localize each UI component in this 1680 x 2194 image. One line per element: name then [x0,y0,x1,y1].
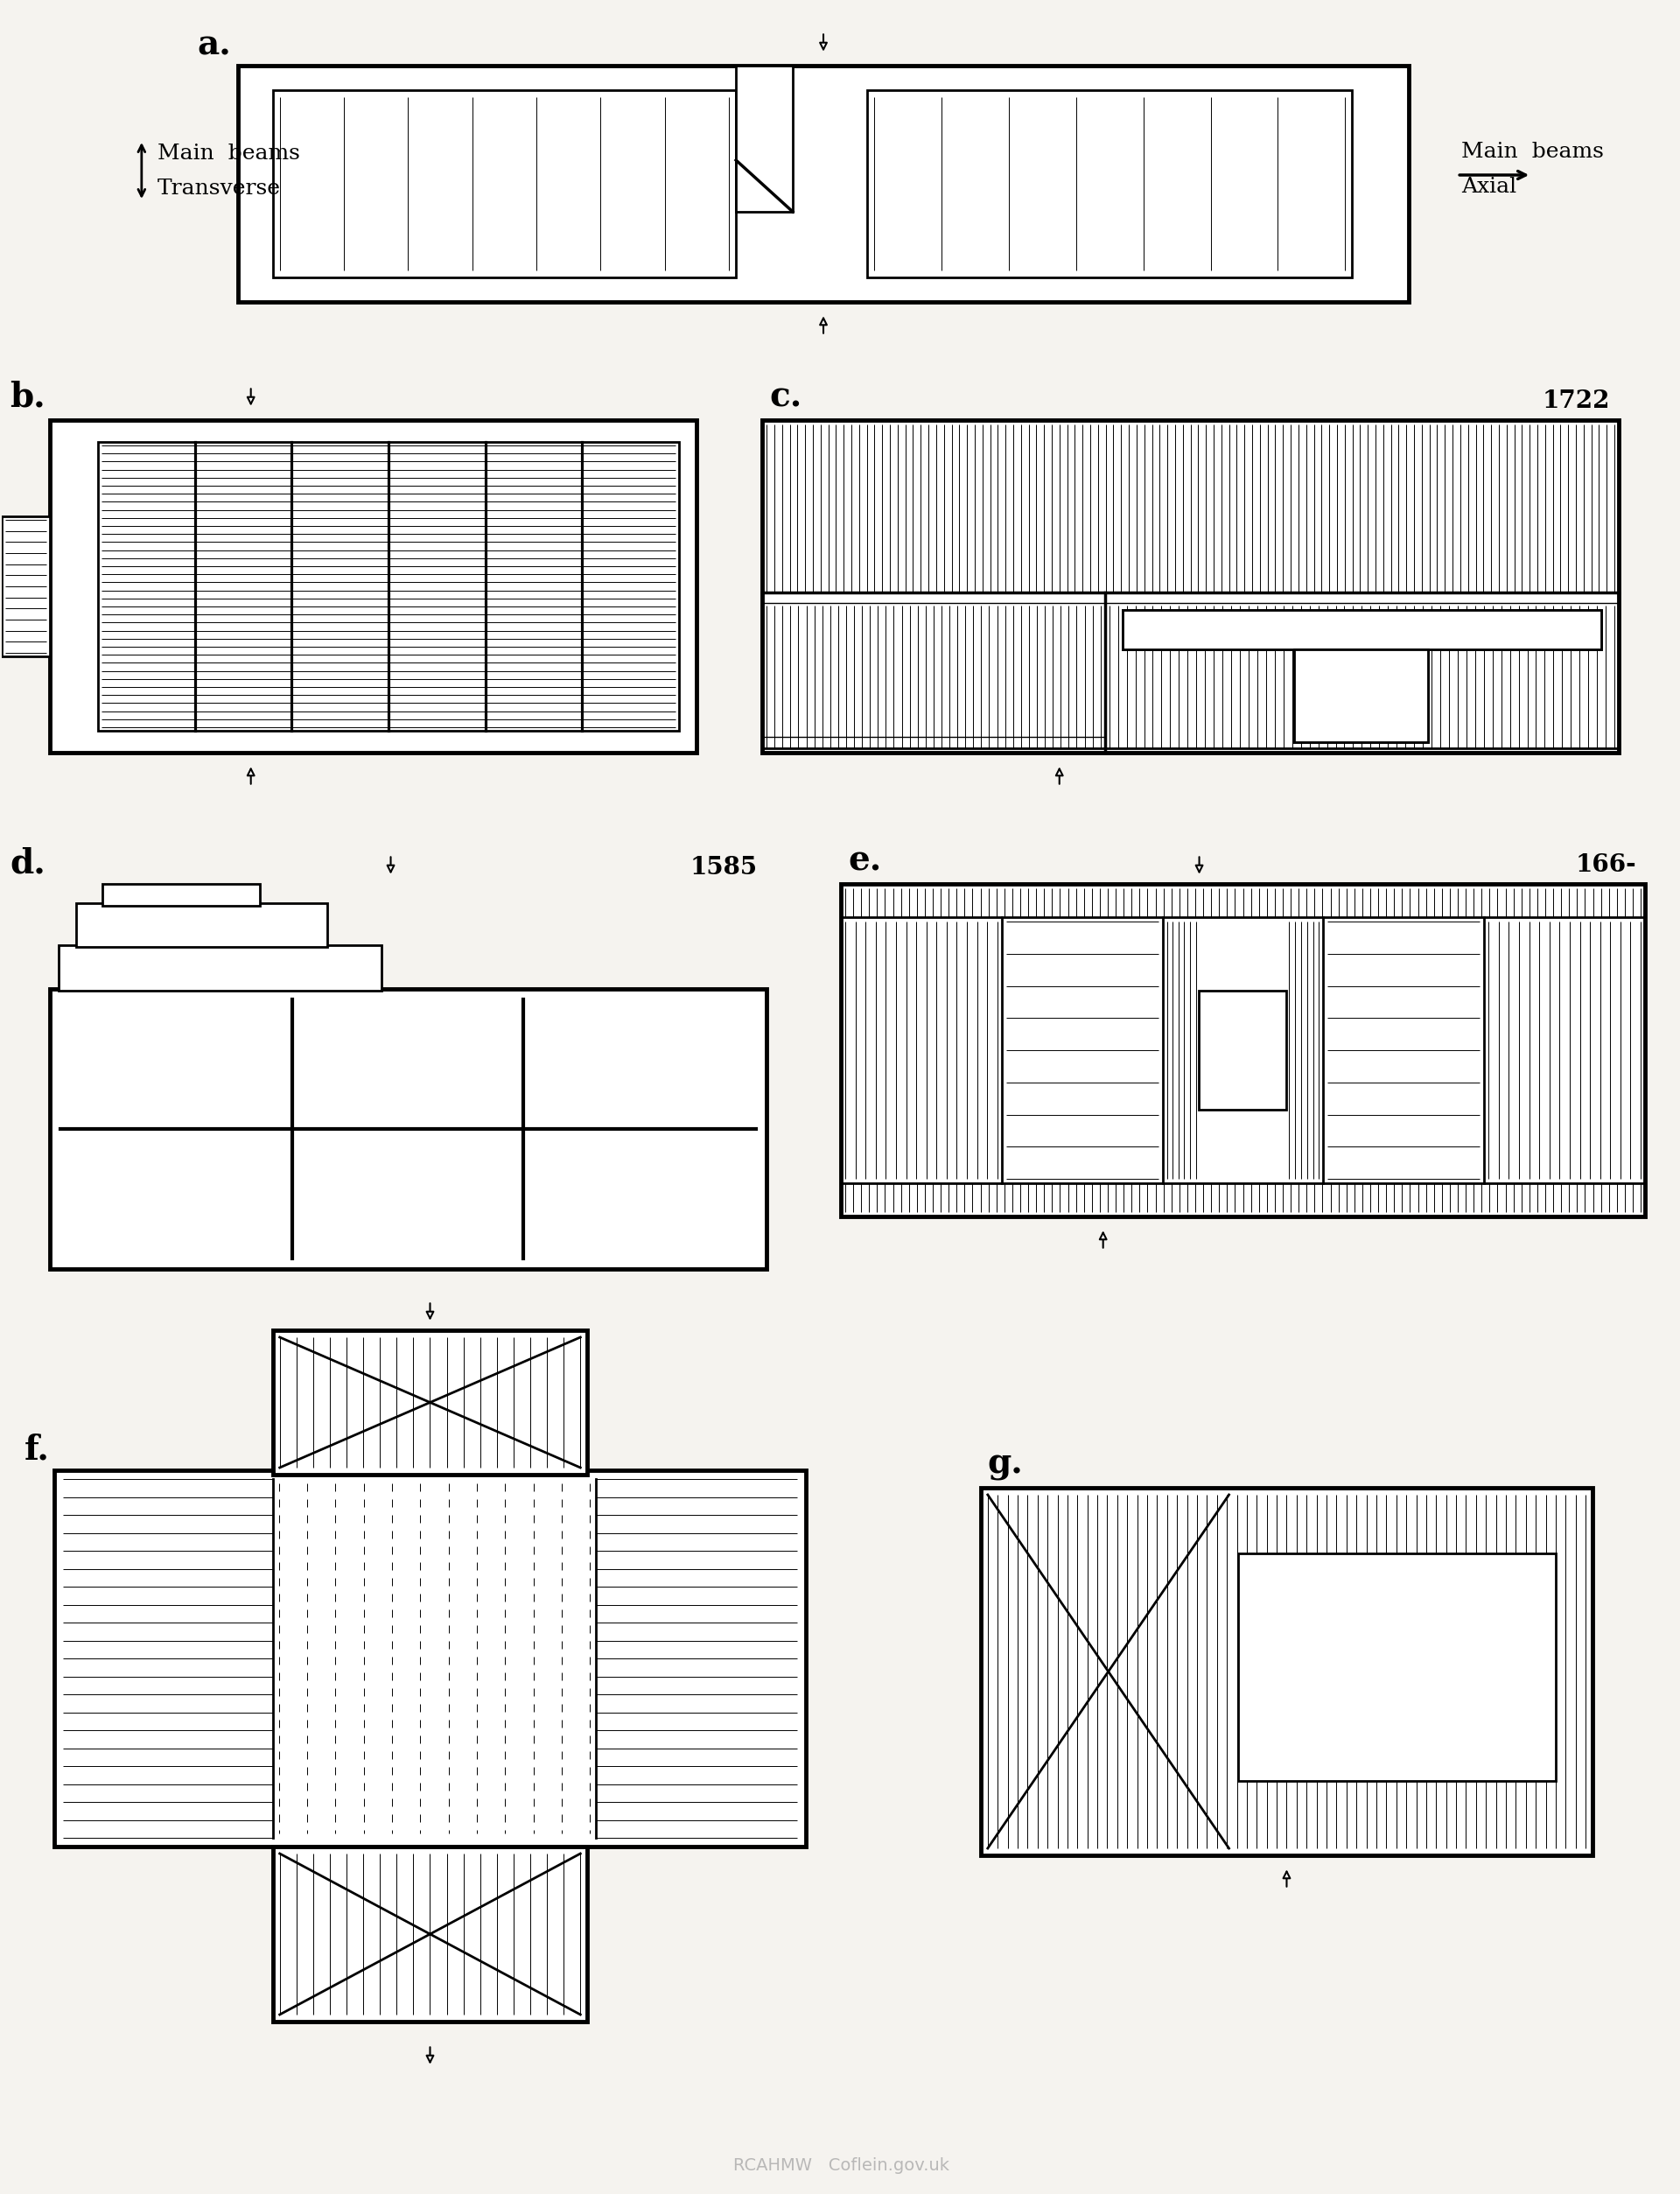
Text: 1722: 1722 [1542,391,1609,412]
Text: 166-: 166- [1576,853,1636,878]
Bar [272,1330,588,1474]
Bar [1198,992,1287,1110]
Bar [1295,649,1428,742]
Text: Transverse: Transverse [158,178,281,197]
Bar [76,904,328,948]
Bar [97,441,679,731]
Text: c.: c. [769,380,801,412]
Text: d.: d. [10,847,45,880]
Bar [59,946,381,992]
Text: 1585: 1585 [690,856,758,880]
Bar [239,66,1410,303]
Text: a.: a. [197,29,230,61]
Bar [867,90,1352,276]
Bar [1295,649,1428,742]
Bar [54,1470,806,1847]
Text: Main  beams: Main beams [1462,140,1604,162]
Bar [102,884,260,906]
Bar [2,516,50,656]
Text: g.: g. [988,1448,1023,1481]
Bar [272,1847,588,2021]
Text: f.: f. [25,1433,50,1466]
Text: Main  beams: Main beams [158,143,299,162]
Bar [1122,610,1601,649]
Bar [50,989,766,1268]
Bar [272,90,736,276]
Bar [50,419,697,753]
Bar [763,419,1620,753]
Bar [736,66,793,213]
Text: RCAHMW   Coflein.gov.uk: RCAHMW Coflein.gov.uk [732,2157,949,2174]
Bar [981,1488,1593,1856]
Bar [1238,1553,1556,1782]
Bar [842,884,1645,1215]
Text: e.: e. [848,845,882,878]
Bar [1122,610,1601,649]
Text: b.: b. [10,380,45,412]
Text: Axial: Axial [1462,176,1517,197]
